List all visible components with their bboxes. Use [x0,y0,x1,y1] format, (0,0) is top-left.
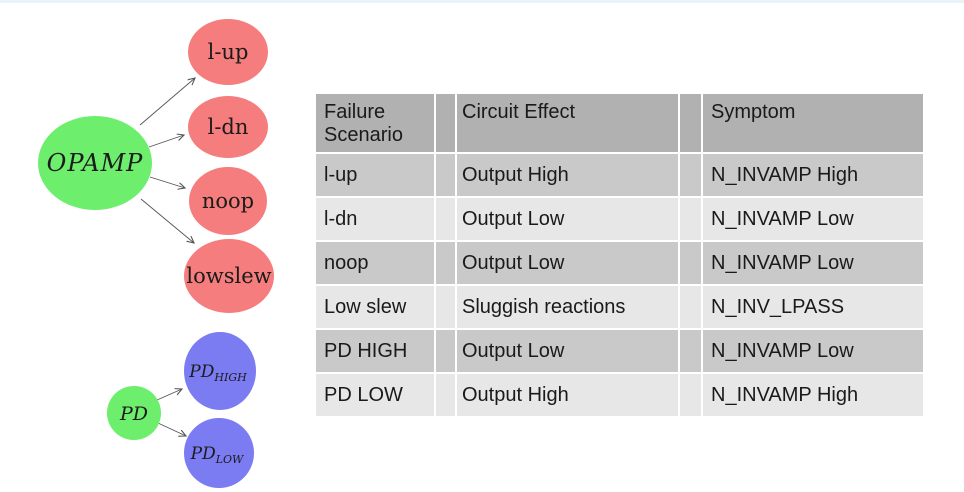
lowslew-node-label: lowslew [186,264,271,288]
table-cell-scenario: l-dn [316,198,434,240]
table-cell-scenario: noop [316,242,434,284]
table-cell-spacer [436,198,455,240]
table-cell-spacer [680,242,701,284]
pdlow-main: PD [190,444,216,464]
pd-node-label: PD [119,403,148,425]
table-cell-spacer [436,242,455,284]
pdhigh-node [184,332,256,410]
table-cell-effect: Output High [457,154,678,196]
lup-node [188,19,268,85]
table-cell-spacer [436,286,455,328]
column-header-symptom: Symptom [703,94,923,152]
edge-opamp-lup [139,78,195,126]
table-cell-symptom: N_INVAMP High [703,374,923,416]
table-cell-spacer [680,330,701,372]
table-cell-scenario: Low slew [316,286,434,328]
ldn-node [188,96,268,158]
edge-pd-pdhigh [156,389,182,401]
opamp-node [38,116,152,210]
table-cell-effect: Output Low [457,330,678,372]
column-header-circuit-effect: Circuit Effect [457,94,678,152]
failure-scenario-table: Failure Scenario Circuit Effect Symptom … [316,94,923,416]
edge-opamp-noop [149,176,185,188]
table-cell-effect: Output Low [457,198,678,240]
column-header-failure-scenario: Failure Scenario [316,94,434,152]
pdhigh-subscript: HIGH [213,371,247,384]
table-cell-spacer [680,198,701,240]
ldn-node-label: l-dn [208,115,249,139]
edge-opamp-ldn [148,135,184,148]
pd-edges [156,389,186,436]
noop-node-label: noop [202,189,254,213]
table-cell-effect: Sluggish reactions [457,286,678,328]
table-cell-spacer [436,330,455,372]
table-cell-spacer [680,374,701,416]
table-cell-scenario: PD HIGH [316,330,434,372]
fault-tree-diagram: OPAMP l-up l-dn noop lowslew PD PDHIGH P… [38,19,274,488]
edge-opamp-lowslew [140,198,194,243]
header-spacer-1 [436,94,455,152]
table-cell-symptom: N_INVAMP Low [703,198,923,240]
top-edge-strip [0,0,964,3]
pd-node [107,386,161,440]
opamp-node-label: OPAMP [47,149,144,177]
table-cell-symptom: N_INVAMP High [703,154,923,196]
table-cell-symptom: N_INVAMP Low [703,242,923,284]
table-cell-spacer [680,286,701,328]
lowslew-node [184,239,274,313]
pdhigh-node-label: PDHIGH [188,362,247,384]
table-cell-symptom: N_INVAMP Low [703,330,923,372]
pdlow-subscript: LOW [215,453,245,466]
table-cell-effect: Output High [457,374,678,416]
opamp-edges [139,78,195,243]
noop-node [189,167,267,235]
pdlow-node [184,418,254,488]
pdlow-node-label: PDLOW [190,444,245,466]
table-cell-spacer [436,154,455,196]
table-cell-symptom: N_INV_LPASS [703,286,923,328]
table-cell-scenario: PD LOW [316,374,434,416]
header-spacer-2 [680,94,701,152]
lup-node-label: l-up [208,40,249,64]
table-cell-effect: Output Low [457,242,678,284]
pdhigh-main: PD [188,362,214,382]
table-cell-scenario: l-up [316,154,434,196]
table-cell-spacer [680,154,701,196]
edge-pd-pdlow [157,422,186,436]
table-cell-spacer [436,374,455,416]
